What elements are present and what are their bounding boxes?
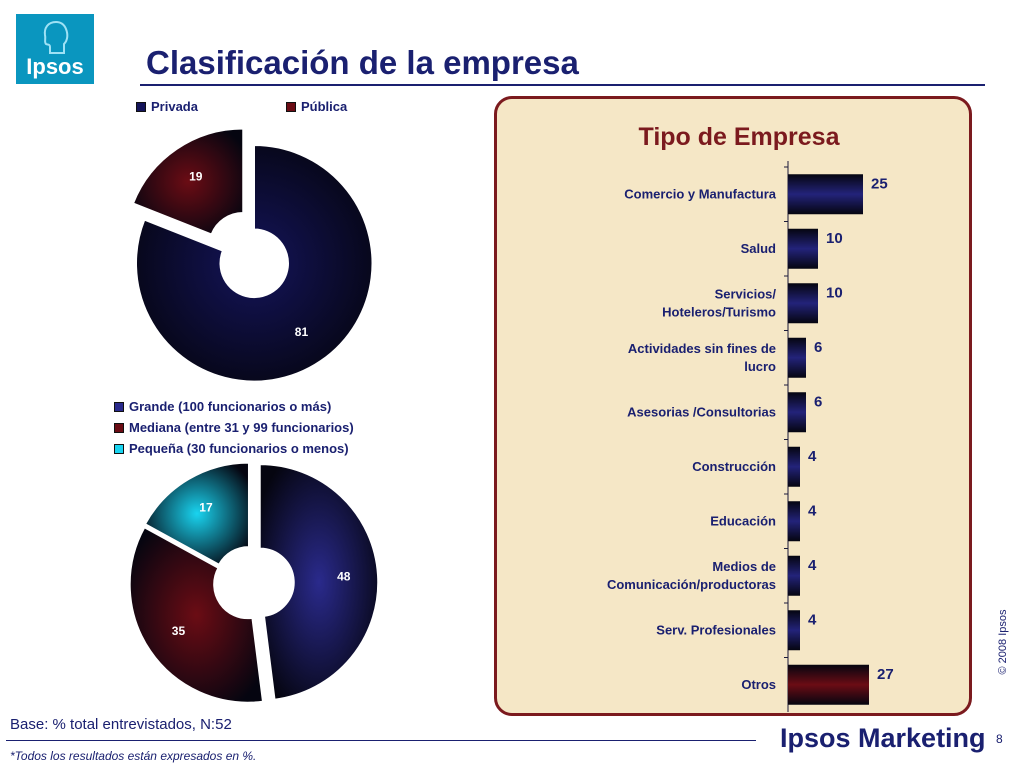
- legend-swatch: [136, 101, 146, 112]
- bar-chart-tipo-empresa: Tipo de Empresa 25 Comercio y Manufactura 1…: [607, 123, 894, 712]
- legend-item-publica: Pública: [286, 99, 347, 114]
- legend-item-grande: Grande (100 funcionarios o más): [114, 399, 331, 414]
- category-label-line: Otros: [741, 677, 776, 692]
- category-label-line: Servicios/: [715, 286, 777, 301]
- base-note: Base: % total entrevistados, N:52: [10, 716, 232, 733]
- bar: [788, 446, 800, 487]
- bar-value-label: 6: [814, 393, 822, 410]
- pie-slice: [259, 463, 379, 701]
- category-label: Serv. Profesionales: [656, 622, 776, 637]
- category-label-line: Educación: [710, 513, 776, 528]
- legend-label: Pequeña (30 funcionarios o menos): [129, 441, 349, 456]
- category-label-line: Actividades sin fines de: [628, 341, 776, 356]
- category-label: Actividades sin fines de lucro: [628, 341, 776, 374]
- page-title: Clasificación de la empresa: [146, 44, 579, 81]
- legend-item-mediana: Mediana (entre 31 y 99 funcionarios): [114, 420, 354, 435]
- legend-label: Mediana (entre 31 y 99 funcionarios): [129, 420, 354, 435]
- logo-text: Ipsos: [26, 54, 84, 79]
- category-label: Otros: [741, 677, 776, 692]
- category-label-line: Construcción: [692, 459, 776, 474]
- head-silhouette-icon: [43, 20, 69, 54]
- category-label-line: Comercio y Manufactura: [624, 186, 776, 201]
- bar: [788, 337, 806, 378]
- category-label-line: Hoteleros/Turismo: [662, 304, 776, 319]
- category-label: Salud: [741, 241, 776, 256]
- bar: [788, 501, 800, 542]
- bar-value-label: 27: [877, 666, 894, 683]
- category-label: Servicios/Hoteleros/Turismo: [662, 286, 776, 319]
- ipsos-logo: Ipsos: [16, 14, 94, 84]
- pie-slice: [132, 128, 244, 236]
- legend-swatch: [114, 443, 124, 454]
- legend-swatch: [114, 422, 124, 433]
- slice-label: 35: [172, 624, 186, 638]
- category-label: Medios de Comunicación/productoras: [607, 559, 776, 592]
- footer-divider: [6, 740, 756, 741]
- bar-value-label: 10: [826, 230, 843, 247]
- legend-swatch: [114, 401, 124, 412]
- bar-value-label: 10: [826, 284, 843, 301]
- tipo-empresa-panel: Tipo de Empresa 25 Comercio y Manufactura 1…: [494, 96, 972, 716]
- title-divider: [140, 84, 985, 86]
- bar-value-label: 4: [808, 611, 817, 628]
- bar: [788, 664, 869, 705]
- legend-label: Privada: [151, 99, 198, 114]
- bar: [788, 555, 800, 596]
- slice-label: 19: [189, 169, 203, 183]
- bar-value-label: 25: [871, 175, 888, 192]
- bar-value-label: 6: [814, 339, 822, 356]
- category-label-line: Medios de: [712, 559, 776, 574]
- legend-label: Pública: [301, 99, 348, 114]
- footnote: *Todos los resultados están expresados e…: [10, 749, 257, 763]
- legend-swatch: [286, 101, 296, 112]
- pie-slice: [135, 144, 373, 383]
- category-label: Comercio y Manufactura: [624, 186, 776, 201]
- page-number: 8: [996, 732, 1003, 746]
- bar: [788, 174, 863, 215]
- slice-label: 17: [199, 501, 213, 515]
- legend-item-pequena: Pequeña (30 funcionarios o menos): [114, 441, 349, 456]
- category-label-line: Comunicación/productoras: [607, 577, 776, 592]
- chart-title: Tipo de Empresa: [639, 123, 841, 151]
- brand-name: Ipsos Marketing: [780, 723, 986, 753]
- slice-label: 48: [337, 569, 351, 583]
- category-label-line: Asesorias /Consultorias: [627, 404, 776, 419]
- bar: [788, 283, 818, 324]
- donut-chart-sector: 81 19: [132, 128, 373, 383]
- bar-value-label: 4: [808, 448, 817, 465]
- bar-value-label: 4: [808, 557, 817, 574]
- bar: [788, 228, 818, 269]
- category-label: Educación: [710, 513, 776, 528]
- slice-label: 81: [295, 325, 309, 339]
- category-label: Construcción: [692, 459, 776, 474]
- category-label: Asesorias /Consultorias: [627, 404, 776, 419]
- pie-slice: [144, 462, 250, 566]
- legend-item-privada: Privada: [136, 99, 198, 114]
- category-label-line: Serv. Profesionales: [656, 622, 776, 637]
- donut-chart-size: 48 35 17: [129, 462, 379, 704]
- copyright: © 2008 Ipsos: [997, 609, 1009, 675]
- bar: [788, 392, 806, 433]
- bar: [788, 610, 800, 651]
- category-label-line: lucro: [744, 359, 776, 374]
- pie-slice: [129, 526, 264, 704]
- legend-label: Grande (100 funcionarios o más): [129, 399, 332, 414]
- bar-value-label: 4: [808, 502, 817, 519]
- category-label-line: Salud: [741, 241, 776, 256]
